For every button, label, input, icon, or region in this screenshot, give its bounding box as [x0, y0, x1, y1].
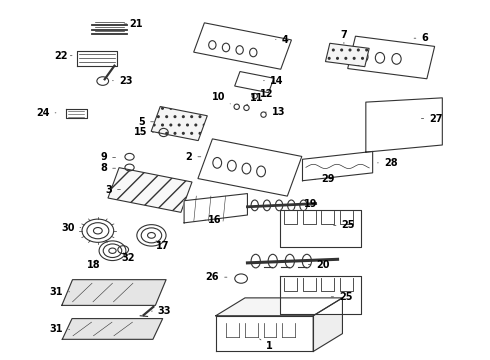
Bar [348, 36, 435, 79]
Polygon shape [313, 298, 343, 351]
Bar [325, 43, 369, 67]
Text: 26: 26 [206, 272, 227, 282]
Text: 15: 15 [133, 127, 153, 138]
Text: 14: 14 [264, 76, 283, 86]
Text: 13: 13 [266, 107, 285, 117]
Text: 11: 11 [246, 93, 264, 105]
Text: 22: 22 [54, 51, 72, 61]
Text: 4: 4 [275, 35, 288, 45]
Text: 8: 8 [100, 163, 116, 173]
Text: 9: 9 [100, 153, 116, 162]
Text: 7: 7 [341, 30, 347, 44]
Text: 16: 16 [205, 215, 221, 225]
Text: 21: 21 [124, 19, 143, 29]
Text: 5: 5 [138, 117, 153, 127]
Text: 31: 31 [49, 287, 70, 297]
Bar [235, 72, 274, 93]
Polygon shape [280, 276, 361, 314]
Text: 17: 17 [156, 241, 170, 251]
Text: 3: 3 [105, 185, 121, 195]
Text: 12: 12 [256, 89, 274, 99]
Polygon shape [77, 51, 117, 66]
Polygon shape [366, 98, 442, 152]
Text: 25: 25 [334, 220, 355, 230]
Text: 6: 6 [414, 33, 428, 43]
Text: 24: 24 [36, 108, 56, 118]
Text: 19: 19 [297, 199, 318, 209]
Text: 32: 32 [122, 253, 135, 263]
Text: 25: 25 [331, 292, 353, 302]
Text: 18: 18 [87, 260, 101, 270]
Polygon shape [280, 210, 361, 247]
Text: 10: 10 [212, 92, 230, 104]
Text: 20: 20 [308, 260, 330, 270]
Polygon shape [216, 316, 313, 351]
Text: 28: 28 [377, 158, 397, 168]
Polygon shape [62, 319, 163, 339]
Polygon shape [216, 298, 343, 316]
Text: 33: 33 [151, 306, 172, 316]
Text: 27: 27 [421, 113, 443, 123]
Bar [151, 107, 207, 141]
Text: 1: 1 [260, 339, 273, 351]
Bar [198, 139, 302, 196]
Polygon shape [302, 152, 373, 181]
Polygon shape [184, 194, 247, 223]
Text: 30: 30 [61, 222, 81, 233]
Polygon shape [62, 280, 166, 305]
Text: 29: 29 [315, 174, 335, 184]
Bar [108, 168, 192, 212]
Text: 31: 31 [49, 324, 70, 334]
Polygon shape [66, 109, 87, 118]
Text: 23: 23 [113, 76, 132, 86]
Bar [194, 23, 292, 69]
Text: 2: 2 [186, 152, 201, 162]
